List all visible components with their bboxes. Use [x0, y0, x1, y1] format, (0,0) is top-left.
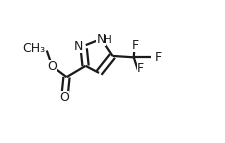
Text: O: O — [59, 91, 69, 104]
Text: F: F — [137, 62, 144, 75]
Text: N: N — [73, 39, 83, 52]
Text: N: N — [97, 33, 106, 46]
Text: O: O — [47, 60, 57, 73]
Text: CH₃: CH₃ — [22, 42, 45, 55]
Text: F: F — [155, 51, 162, 64]
Text: F: F — [132, 39, 139, 52]
Text: H: H — [104, 35, 112, 45]
